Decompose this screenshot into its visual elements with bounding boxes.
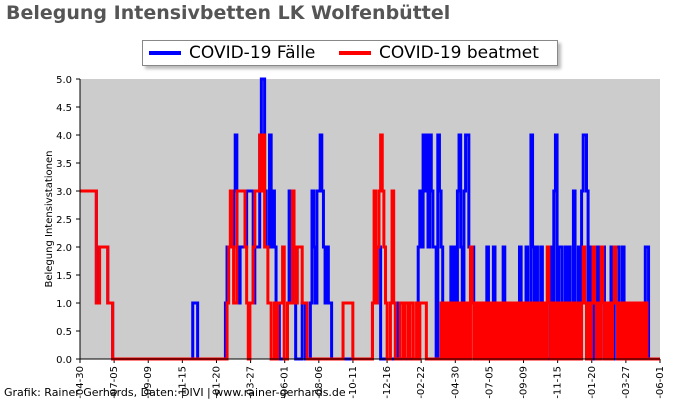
chart-title: Belegung Intensivbetten LK Wolfenbüttel	[6, 2, 451, 24]
x-tick-label: -04-30	[75, 366, 86, 399]
legend-swatch-beatmet	[339, 51, 371, 55]
x-tick-label: -01-20	[211, 366, 222, 399]
x-tick-label: -11-15	[177, 366, 188, 399]
x-tick-label: -04-30	[450, 366, 461, 399]
x-tick-label: -07-05	[484, 366, 495, 399]
y-tick-label: 4.5	[56, 103, 72, 114]
y-tick-label: 4.0	[56, 131, 72, 142]
y-tick-label: 1.0	[56, 299, 72, 310]
chart-legend: COVID-19 Fälle COVID-19 beatmet	[142, 40, 558, 66]
legend-swatch-faelle	[149, 51, 181, 55]
x-tick-label: -12-16	[382, 366, 393, 399]
x-tick-label: -01-20	[587, 366, 598, 399]
y-tick-label: 2.0	[56, 243, 72, 254]
x-tick-label: -08-06	[314, 366, 325, 399]
x-tick-label: -03-27	[246, 366, 257, 399]
y-tick-label: 0.5	[56, 327, 72, 338]
x-tick-label: -10-11	[348, 366, 359, 399]
y-tick-label: 5.0	[56, 75, 72, 86]
x-tick-label: -11-15	[553, 366, 564, 399]
x-tick-label: -06-01	[655, 366, 666, 399]
x-tick-label: -06-01	[280, 366, 291, 399]
x-tick-label: -07-05	[109, 366, 120, 399]
y-axis-label: Belegung Intensivstationen	[44, 150, 55, 287]
series-line-faelle	[80, 77, 660, 361]
y-tick-label: 1.5	[56, 271, 72, 282]
x-tick-label: -09-09	[519, 366, 530, 399]
y-tick-label: 2.5	[56, 215, 72, 226]
y-tick-label: 3.0	[56, 187, 72, 198]
x-tick-label: -02-22	[416, 366, 427, 399]
legend-label-faelle: COVID-19 Fälle	[189, 43, 316, 63]
y-tick-label: 3.5	[56, 159, 72, 170]
legend-item-beatmet: COVID-19 beatmet	[339, 42, 539, 64]
legend-item-faelle: COVID-19 Fälle	[149, 42, 315, 64]
y-tick-label: 0.0	[56, 355, 72, 366]
x-tick-label: -09-09	[143, 366, 154, 399]
chart-credit: Grafik: Rainer Gerhards, Daten: DIVI | w…	[4, 386, 346, 399]
x-tick-label: -03-27	[621, 366, 632, 399]
legend-label-beatmet: COVID-19 beatmet	[379, 43, 539, 63]
